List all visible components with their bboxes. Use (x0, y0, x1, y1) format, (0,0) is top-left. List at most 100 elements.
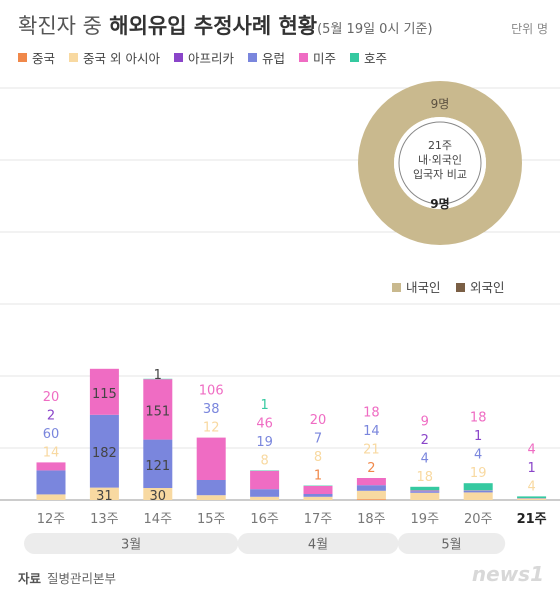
donut-legend-label: 내국인 (406, 280, 441, 295)
legend-item-3: 유럽 (247, 48, 285, 67)
data-label: 18 (363, 406, 380, 421)
title-subtitle: (5월 19일 0시 기준) (317, 22, 433, 37)
unit-label: 단위 명 (511, 22, 548, 36)
data-label: 4 (527, 442, 535, 457)
tick-label: 18주 (357, 512, 386, 527)
legend-item-4: 미주 (299, 48, 336, 67)
data-label: 1 (474, 429, 482, 444)
bar-segment (303, 486, 333, 494)
donut-legend-swatch (392, 283, 401, 292)
bar-segment (463, 483, 493, 491)
legend: 중국 중국 외 아시아 아프리카 유럽 미주 호주 (18, 48, 387, 67)
bar-segment (196, 437, 226, 480)
bar-segment (410, 491, 440, 493)
data-label: 18 (417, 470, 434, 485)
donut-title-line: 입국자 비교 (413, 168, 467, 181)
month-label: 4월 (308, 538, 328, 553)
month-pill (24, 533, 239, 554)
bar-segment (143, 488, 173, 500)
bar-segment (303, 494, 333, 497)
tick-label: 13주 (90, 512, 119, 527)
donut-outer-label: 9명 (431, 97, 450, 111)
bar-segment (356, 490, 386, 500)
tick-label: 14주 (144, 512, 173, 527)
data-label: 19 (256, 435, 273, 450)
donut-title-line: 내·외국인 (418, 154, 462, 167)
tick-label: 15주 (197, 512, 226, 527)
donut-inner-ring (398, 121, 482, 205)
data-label: 115 (92, 387, 117, 402)
bar-segment (250, 489, 280, 497)
data-label: 14 (43, 445, 60, 460)
data-label: 2 (367, 461, 375, 476)
data-label: 19 (470, 466, 487, 481)
data-label: 8 (314, 450, 322, 465)
title-light: 확진자 중 (18, 14, 102, 38)
month-label: 3월 (121, 538, 141, 553)
legend-label: 중국 외 아시아 (83, 51, 160, 66)
donut-legend-label: 외국인 (470, 280, 505, 295)
data-label: 1 (260, 398, 268, 413)
tick-label: 20주 (464, 512, 493, 527)
bar-segment (356, 499, 386, 500)
bar-segment (36, 470, 66, 495)
bar-segment (303, 496, 333, 500)
bar-segment (196, 495, 226, 500)
data-label: 12 (203, 421, 220, 436)
bar-segment (250, 496, 280, 500)
data-label: 4 (421, 451, 429, 466)
bar-segment (517, 498, 547, 500)
bar-segment (517, 496, 547, 498)
data-label: 7 (314, 432, 322, 447)
data-label: 182 (92, 446, 117, 461)
donut-slice (358, 81, 522, 245)
data-label: 4 (474, 448, 482, 463)
legend-swatch (299, 53, 308, 62)
bar-segment (356, 478, 386, 486)
data-label: 14 (363, 424, 380, 439)
tick-label: 17주 (304, 512, 333, 527)
legend-item-2: 아프리카 (173, 48, 234, 67)
legend-label: 미주 (313, 51, 337, 66)
data-label: 20 (310, 413, 327, 428)
legend-label: 아프리카 (187, 51, 234, 66)
tick-label: 19주 (411, 512, 440, 527)
legend-label: 유럽 (261, 51, 285, 66)
donut-hole (394, 117, 486, 209)
data-label: 21 (363, 443, 380, 458)
legend-label: 중국 (32, 51, 56, 66)
legend-swatch (69, 53, 79, 62)
bar-segment (196, 480, 226, 496)
bar-segment (89, 368, 119, 415)
bar-segment (463, 492, 493, 500)
bar-segment (89, 414, 119, 488)
legend-label: 호주 (364, 51, 388, 66)
data-label: 18 (470, 411, 487, 426)
bar-segment (410, 490, 440, 492)
tick-label: 12주 (37, 512, 66, 527)
data-label: 151 (145, 404, 170, 419)
legend-item-0: 중국 (18, 48, 55, 67)
bar-segment (463, 490, 493, 493)
data-label: 20 (43, 390, 60, 405)
source-note: 자료 질병관리본부 (18, 568, 116, 587)
legend-swatch (18, 53, 27, 62)
donut-center-value: 9명 (430, 197, 449, 211)
month-label: 5월 (441, 538, 461, 553)
legend-swatch (350, 53, 360, 62)
month-pill (397, 533, 506, 554)
bar-segment (36, 494, 66, 500)
source-text: 질병관리본부 (47, 571, 117, 586)
tick-label: 21주 (517, 512, 547, 527)
data-label: 1 (154, 368, 162, 383)
page-title: 확진자 중 해외유입 추정사례 현황(5월 19일 0시 기준) (18, 10, 433, 40)
bar-segment (143, 379, 173, 440)
bar-segment (89, 487, 119, 500)
month-pill (237, 533, 399, 554)
data-label: 1 (527, 461, 535, 476)
data-label: 121 (145, 459, 170, 474)
data-label: 2 (421, 433, 429, 448)
donut-legend-swatch (456, 283, 465, 292)
tick-label: 16주 (250, 512, 279, 527)
